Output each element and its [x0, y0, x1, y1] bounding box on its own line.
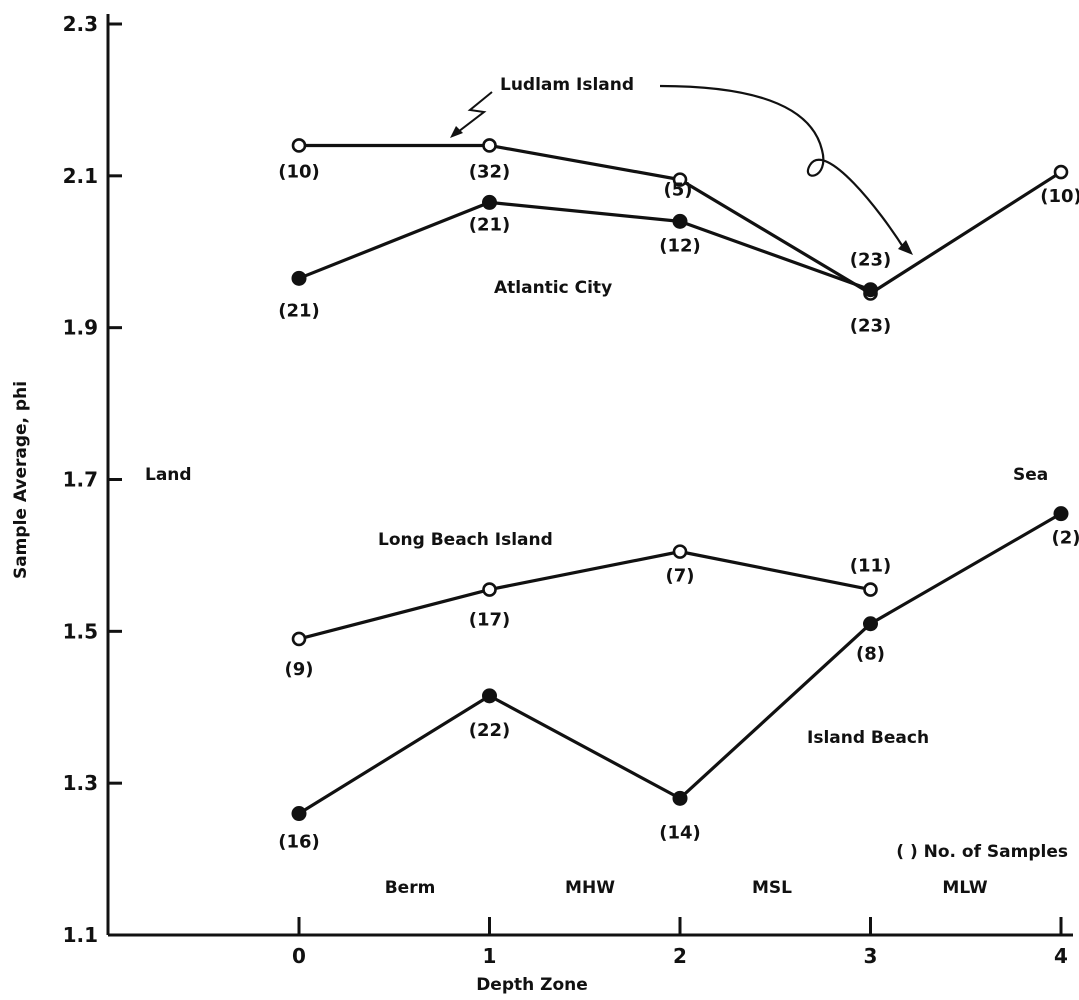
y-tick-label: 1.9 [63, 316, 98, 340]
series-1: (21) (21) (12) (23) [278, 194, 892, 321]
ludlam-squiggle-arrowhead [450, 126, 463, 138]
sample-count-label: (23) [850, 316, 892, 337]
y-tick-label: 1.3 [63, 771, 98, 795]
zone-label-mlw: MLW [942, 878, 987, 898]
data-point-filled [291, 806, 307, 822]
axes [106, 14, 1073, 937]
data-point-open [482, 582, 497, 597]
y-tick-label: 1.7 [63, 468, 98, 492]
y-tick-label: 2.3 [63, 12, 98, 36]
series-line [298, 550, 871, 641]
series-0: (10) (32) (5) (23) (10) [278, 138, 1079, 337]
x-tick-label: 3 [864, 944, 878, 968]
ludlam-callout [450, 84, 913, 255]
series-2: (9) (17) (7) (11) [285, 544, 892, 680]
sample-count-label: (23) [850, 250, 892, 271]
data-point-filled [672, 790, 688, 806]
series-label-atlantic: Atlantic City [494, 278, 612, 298]
data-point-filled [863, 616, 878, 632]
y-tick-label: 1.1 [63, 923, 98, 947]
series-line [298, 200, 872, 292]
sample-count-label: (2) [1052, 528, 1079, 549]
sample-count-label: (8) [856, 644, 885, 665]
series-label-islandbeach: Island Beach [807, 728, 929, 748]
sample-count-label: (16) [278, 832, 320, 853]
ludlam-callout-arrow [659, 84, 906, 251]
ludlam-squiggle [453, 91, 493, 136]
series-3: (16) (22) (14) (8) (2) [278, 506, 1079, 853]
y-tick-label: 2.1 [63, 164, 98, 188]
data-point-open [672, 172, 688, 187]
data-point-filled [482, 688, 497, 704]
samples-note: ( ) No. of Samples [896, 842, 1068, 862]
sample-count-label: (12) [659, 235, 701, 256]
data-point-filled [863, 282, 878, 298]
data-point-open [1053, 164, 1069, 180]
x-tick-label: 2 [673, 944, 687, 968]
sample-count-label: (5) [664, 180, 693, 201]
data-point-filled [291, 270, 307, 286]
data-point-filled [1053, 506, 1069, 522]
sample-count-label: (9) [285, 659, 314, 680]
x-tick-label: 1 [483, 944, 497, 968]
sample-count-label: (11) [850, 556, 892, 577]
zone-label-berm: Berm [385, 878, 436, 898]
data-point-filled [672, 213, 688, 229]
series-layer: (10) (32)(5)(23)(10)(21)(21)(12)(23)(9)(1… [278, 138, 1079, 853]
data-point-open [482, 138, 497, 153]
text-layer: Depth Zone Sample Average, phi Land Sea … [11, 75, 1068, 995]
sample-count-label: (32) [469, 161, 511, 182]
land-label: Land [145, 465, 192, 485]
x-tick-label: 4 [1054, 944, 1068, 968]
sample-count-label: (10) [1040, 186, 1079, 207]
data-point-open [291, 138, 307, 153]
data-point-open [863, 582, 878, 597]
sample-count-label: (14) [659, 822, 701, 843]
sea-label: Sea [1013, 465, 1048, 485]
sample-count-label: (7) [666, 566, 695, 587]
series-label-ludlam: Ludlam Island [500, 75, 634, 95]
zone-label-msl: MSL [752, 878, 792, 898]
zone-label-mhw: MHW [565, 878, 615, 898]
sample-count-label: (21) [469, 214, 511, 235]
ludlam-callout-arrowhead [898, 240, 913, 255]
x-tick-label: 0 [292, 944, 306, 968]
y-tick-label: 1.5 [63, 619, 98, 643]
series-label-longbeach: Long Beach Island [378, 530, 553, 550]
data-point-open [291, 631, 307, 647]
data-point-open [672, 544, 688, 559]
sample-count-label: (10) [278, 161, 320, 182]
ticks: 1.1 1.3 1.5 1.7 1.9 2.1 2.3 0 1 2 3 4 [63, 12, 1068, 968]
data-point-filled [482, 194, 497, 210]
y-axis-label: Sample Average, phi [11, 381, 31, 579]
sample-count-label: (17) [469, 610, 511, 631]
sample-count-label: (22) [469, 720, 511, 741]
x-axis-label: Depth Zone [476, 975, 588, 995]
sample-count-label: (21) [278, 300, 320, 321]
